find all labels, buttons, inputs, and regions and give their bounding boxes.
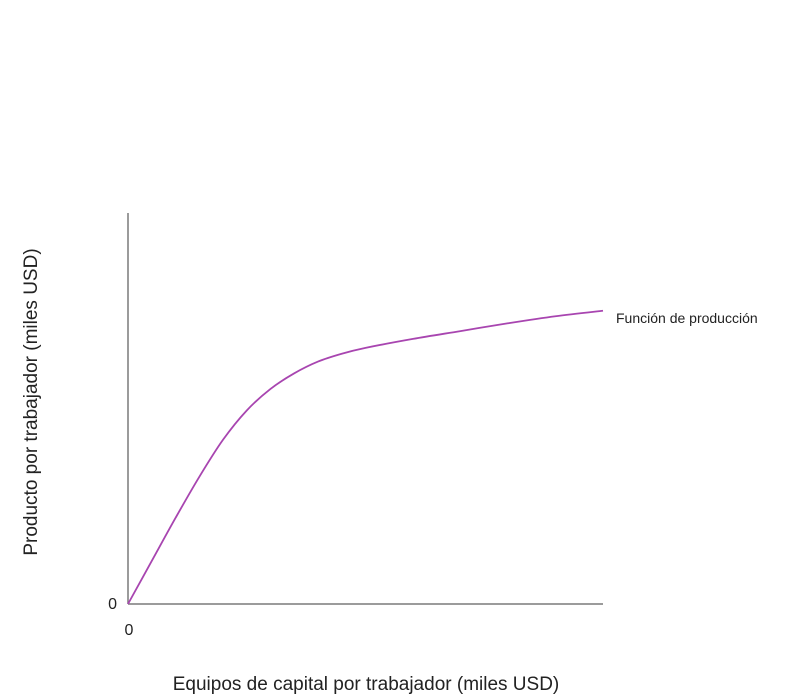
plot-area	[127, 213, 604, 605]
y-axis-label: Producto por trabajador (miles USD)	[21, 248, 42, 555]
series-label-production-function: Función de producción	[616, 310, 758, 326]
series-line-production-function	[127, 309, 604, 605]
y-tick-label-0: 0	[108, 596, 117, 613]
series-layer	[127, 309, 604, 605]
x-axis-label: Equipos de capital por trabajador (miles…	[173, 674, 560, 695]
x-tick-label-0: 0	[125, 622, 134, 639]
